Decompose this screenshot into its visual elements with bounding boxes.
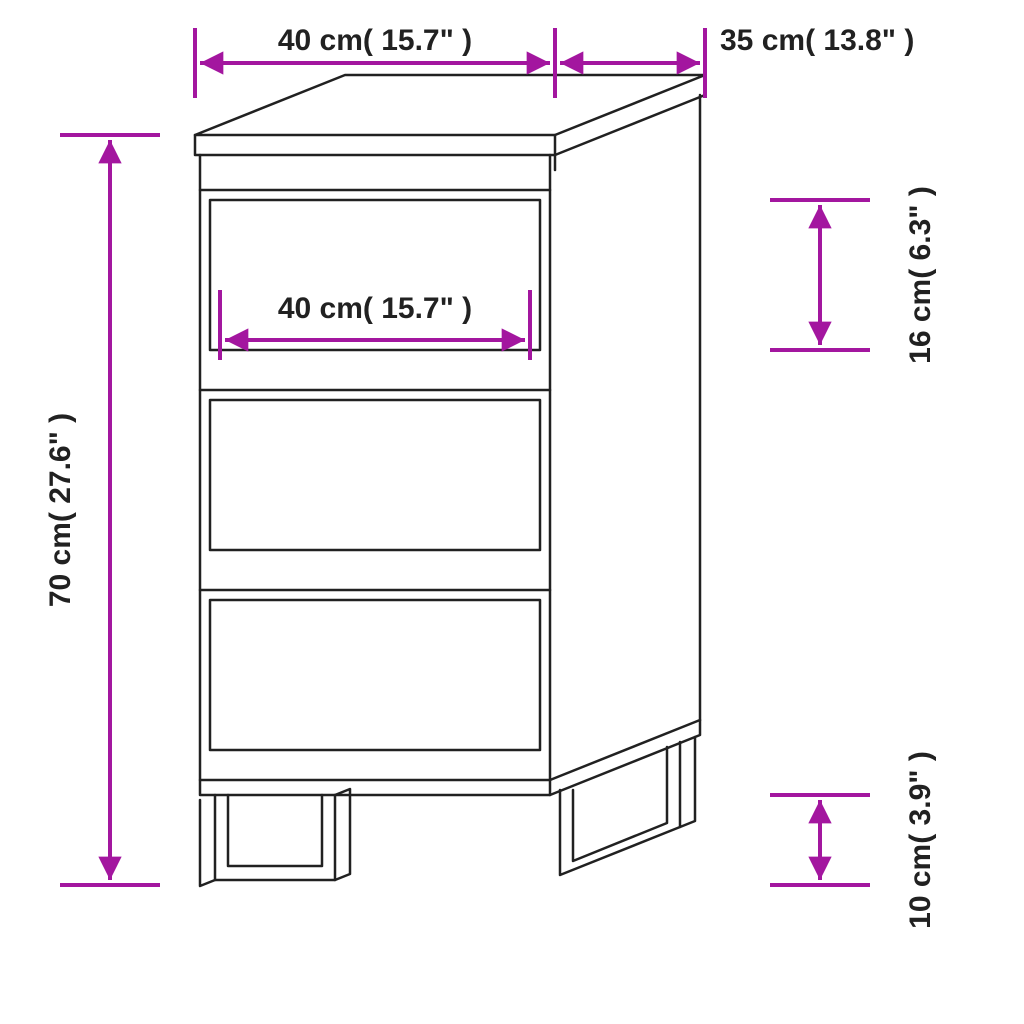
dim-leg-height xyxy=(770,795,870,885)
label-drawer-width: 40 cm( 15.7" ) xyxy=(278,292,472,325)
label-drawer-h: 16 cm( 6.3" ) xyxy=(904,186,937,364)
label-width: 40 cm( 15.7" ) xyxy=(278,24,472,57)
label-height: 70 cm( 27.6" ) xyxy=(44,413,77,607)
cabinet-drawing xyxy=(195,75,705,886)
label-depth: 35 cm( 13.8" ) xyxy=(720,24,914,57)
dim-drawer-height xyxy=(770,200,870,350)
dim-depth xyxy=(560,28,705,98)
dimension-diagram: 40 cm( 15.7" ) 35 cm( 13.8" ) 70 cm( 27.… xyxy=(0,0,1024,1024)
label-leg-h: 10 cm( 3.9" ) xyxy=(904,751,937,929)
